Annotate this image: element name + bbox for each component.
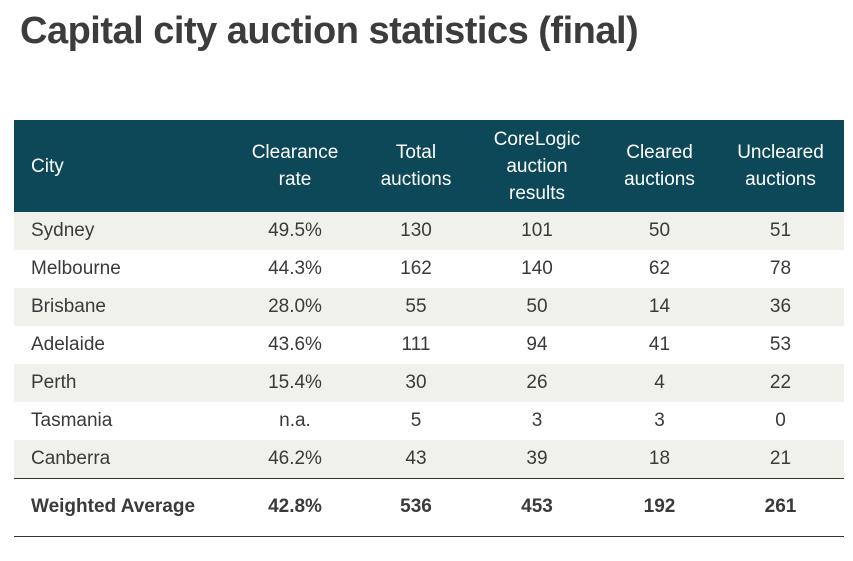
cell-corelogic-results: 3 xyxy=(531,410,543,431)
cell-total-auctions: 111 xyxy=(401,334,431,355)
cell-total-auctions: 43 xyxy=(405,447,427,469)
cell-uncleared-auctions: 51 xyxy=(769,220,792,241)
cell-city: Brisbane xyxy=(31,296,106,317)
cell-uncleared-auctions: 0 xyxy=(775,410,786,431)
table-row: Adelaide 43.6% 111 94 41 53 xyxy=(14,326,844,364)
cell-city: Canberra xyxy=(31,447,111,469)
table-row: Sydney 49.5% 130 101 50 51 xyxy=(14,212,844,250)
weighted-average-row: Weighted Average 42.8% 536 453 192 261 xyxy=(14,478,844,536)
cell-corelogic-results: 26 xyxy=(526,372,548,393)
cell-city: Melbourne xyxy=(31,258,121,279)
cell-corelogic-results: 50 xyxy=(526,296,548,317)
table-row: Brisbane 28.0% 55 50 14 36 xyxy=(14,288,844,326)
cell-clearance-rate: 28.0% xyxy=(268,296,322,317)
cell-city: Perth xyxy=(31,372,77,393)
cell-clearance-rate: 43.6% xyxy=(268,334,322,355)
cell-clearance-rate: 15.4% xyxy=(268,372,322,393)
cell-cleared-auctions: 18 xyxy=(648,447,671,469)
cell-cleared-auctions: 192 xyxy=(643,496,676,517)
cell-clearance-rate: 46.2% xyxy=(268,447,322,469)
cell-cleared-auctions: 62 xyxy=(648,258,671,279)
table-row: Canberra 46.2% 43 39 18 21 xyxy=(14,440,844,478)
cell-cleared-auctions: 3 xyxy=(654,410,665,431)
cell-corelogic-results: 39 xyxy=(526,447,548,469)
cell-cleared-auctions: 14 xyxy=(648,296,671,317)
cell-clearance-rate: 49.5% xyxy=(268,220,322,241)
table-row: Melbourne 44.3% 162 140 62 78 xyxy=(14,250,844,288)
cell-total-auctions: 30 xyxy=(405,372,427,393)
table-row: Tasmania n.a. 5 3 3 0 xyxy=(14,402,844,440)
cell-uncleared-auctions: 21 xyxy=(769,447,792,469)
cell-city: Adelaide xyxy=(31,334,105,355)
cell-total-auctions: 5 xyxy=(410,410,422,431)
cell-total-auctions: 130 xyxy=(400,220,432,241)
cell-uncleared-auctions: 261 xyxy=(764,496,797,517)
cell-uncleared-auctions: 22 xyxy=(769,372,792,393)
cell-clearance-rate: 42.8% xyxy=(268,496,322,517)
cell-corelogic-results: 101 xyxy=(521,220,553,241)
cell-clearance-rate: n.a. xyxy=(279,410,311,431)
cell-uncleared-auctions: 36 xyxy=(769,296,792,317)
header-cleared-auctions: Cleared auctions xyxy=(624,142,695,190)
cell-cleared-auctions: 50 xyxy=(648,220,671,241)
table-row: Perth 15.4% 30 26 4 22 xyxy=(14,364,844,402)
table-body: Sydney 49.5% 130 101 50 51 Melbourne 44.… xyxy=(14,212,844,536)
table-header: City Clearance rate Total auctions CoreL… xyxy=(14,120,844,212)
cell-cleared-auctions: 4 xyxy=(654,372,665,393)
cell-city: Weighted Average xyxy=(31,496,196,517)
cell-city: Tasmania xyxy=(31,410,113,431)
cell-corelogic-results: 453 xyxy=(521,496,553,517)
header-clearance-rate: Clearance rate xyxy=(251,142,339,190)
header-city: City xyxy=(31,155,64,177)
cell-total-auctions: 162 xyxy=(400,258,432,279)
page-title: Capital city auction statistics (final) xyxy=(20,10,639,52)
cell-city: Sydney xyxy=(31,220,95,241)
cell-clearance-rate: 44.3% xyxy=(268,258,322,279)
header-row: City Clearance rate Total auctions CoreL… xyxy=(14,120,844,212)
cell-corelogic-results: 140 xyxy=(521,258,553,279)
cell-corelogic-results: 94 xyxy=(526,334,548,355)
header-total-auctions: Total auctions xyxy=(380,142,452,190)
cell-total-auctions: 536 xyxy=(400,496,432,517)
auction-statistics-table: City Clearance rate Total auctions CoreL… xyxy=(14,120,844,537)
header-uncleared-auctions: Uncleared auctions xyxy=(737,142,824,190)
cell-total-auctions: 55 xyxy=(405,296,427,317)
cell-uncleared-auctions: 53 xyxy=(769,334,792,355)
cell-cleared-auctions: 41 xyxy=(648,334,671,355)
header-corelogic-results: CoreLogic auction results xyxy=(493,128,581,204)
cell-uncleared-auctions: 78 xyxy=(769,258,792,279)
